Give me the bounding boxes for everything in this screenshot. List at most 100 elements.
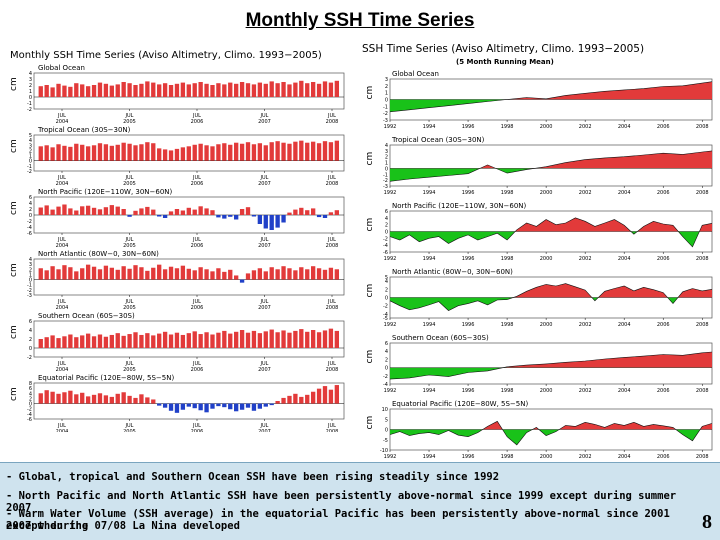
bar [103,83,109,97]
bar [305,331,310,348]
bar [85,205,91,215]
x-tick-label: 2005 [123,305,136,311]
bar [245,332,251,348]
y-tick-label: 0 [29,159,32,165]
x-tick-label: 2005 [123,243,136,249]
bar [162,269,168,280]
y-tick-label: 4 [29,328,32,334]
bar [281,142,286,161]
x-tick-label: 2006 [657,388,670,394]
bar [151,143,156,161]
bar [50,147,55,161]
bar [56,393,61,404]
bar [38,207,43,215]
bar [44,205,49,215]
y-tick-label: 2 [29,337,32,343]
bar [275,141,280,161]
x-tick-label: 1998 [501,190,514,196]
x-tick-label: 2008 [326,243,339,249]
bar [80,335,85,348]
bar [127,268,132,280]
panel-1: Tropical Ocean (30S−30N)-2-1012345cmJUL2… [9,126,345,187]
x-tick-label: 2002 [579,190,592,196]
bar [198,82,203,97]
bar [44,390,49,404]
y-tick-label: -1 [27,283,32,289]
x-tick-label: 2002 [579,124,592,130]
bar [251,144,257,161]
bar [151,399,156,404]
bar [103,265,109,280]
area-negative [390,231,712,247]
x-tick-label: JUL [192,423,201,429]
bar [62,145,67,161]
x-tick-label: 2006 [657,190,670,196]
bar [62,85,67,97]
bar [216,144,221,161]
y-tick-label: -2 [27,355,32,361]
bar [186,207,191,215]
bar [257,403,263,409]
panel-0: Global Ocean-2-101234cmJUL2004JUL2005JUL… [9,64,345,125]
y-tick-label: 4 [385,349,388,355]
y-tick-label: 3 [385,149,388,155]
chart-subtitle: (5 Month Running Mean) [456,58,554,66]
bar [109,267,114,280]
panel-title: Global Ocean [392,70,439,78]
bar [334,385,339,404]
bar [174,403,180,413]
x-tick-label: JUL [327,113,336,119]
bar [74,210,79,215]
y-tick-label: 3 [29,262,32,268]
y-axis-label: cm [9,263,19,277]
x-tick-label: 2004 [618,454,631,458]
y-tick-label: -3 [383,184,388,190]
panel-4: Southern Ocean (60S−30S)-20246cmJUL2004J… [9,312,345,373]
bar [180,334,186,348]
x-tick-label: JUL [125,299,134,305]
x-tick-label: 2004 [56,119,69,125]
bar [133,332,138,348]
bar [281,266,286,280]
area-positive [390,217,712,232]
x-tick-label: JUL [192,237,201,243]
area-positive [390,352,712,368]
bar [328,328,334,348]
bar [162,215,168,218]
bar [281,82,286,97]
bar [257,268,263,280]
x-tick-label: 2006 [191,243,204,249]
note-line-3: - Warm Water Volume (SSH average) in the… [6,508,670,532]
bar [186,403,191,407]
bar [127,143,132,161]
panel-title: Southern Ocean (60S−30S) [38,312,135,320]
bar [204,83,209,97]
y-tick-label: -6 [27,231,32,237]
x-tick-label: 1998 [501,124,514,130]
bar [180,403,186,410]
x-tick-label: 2006 [657,256,670,262]
x-tick-label: 2000 [540,190,553,196]
panel-title: Tropical Ocean (30S−30N) [391,136,485,144]
bar [269,215,274,230]
bar [281,215,286,223]
bar [127,395,132,404]
bar [168,150,174,161]
bar [62,336,67,348]
bar [186,268,191,280]
bar [316,143,322,161]
y-tick-label: 6 [29,386,32,392]
area-positive [390,283,712,298]
bar [168,403,174,411]
bar [121,266,126,280]
panel-title: North Pacific (120E−110W, 30N−60N) [392,202,527,210]
x-tick-label: 2005 [123,367,136,373]
x-tick-label: 2004 [56,181,69,187]
bar [245,83,251,97]
y-tick-label: -2 [27,169,32,175]
bar [310,208,316,215]
x-tick-label: 2006 [657,454,670,458]
y-tick-label: 2 [29,148,32,154]
bar [269,267,274,280]
x-tick-label: JUL [327,361,336,367]
